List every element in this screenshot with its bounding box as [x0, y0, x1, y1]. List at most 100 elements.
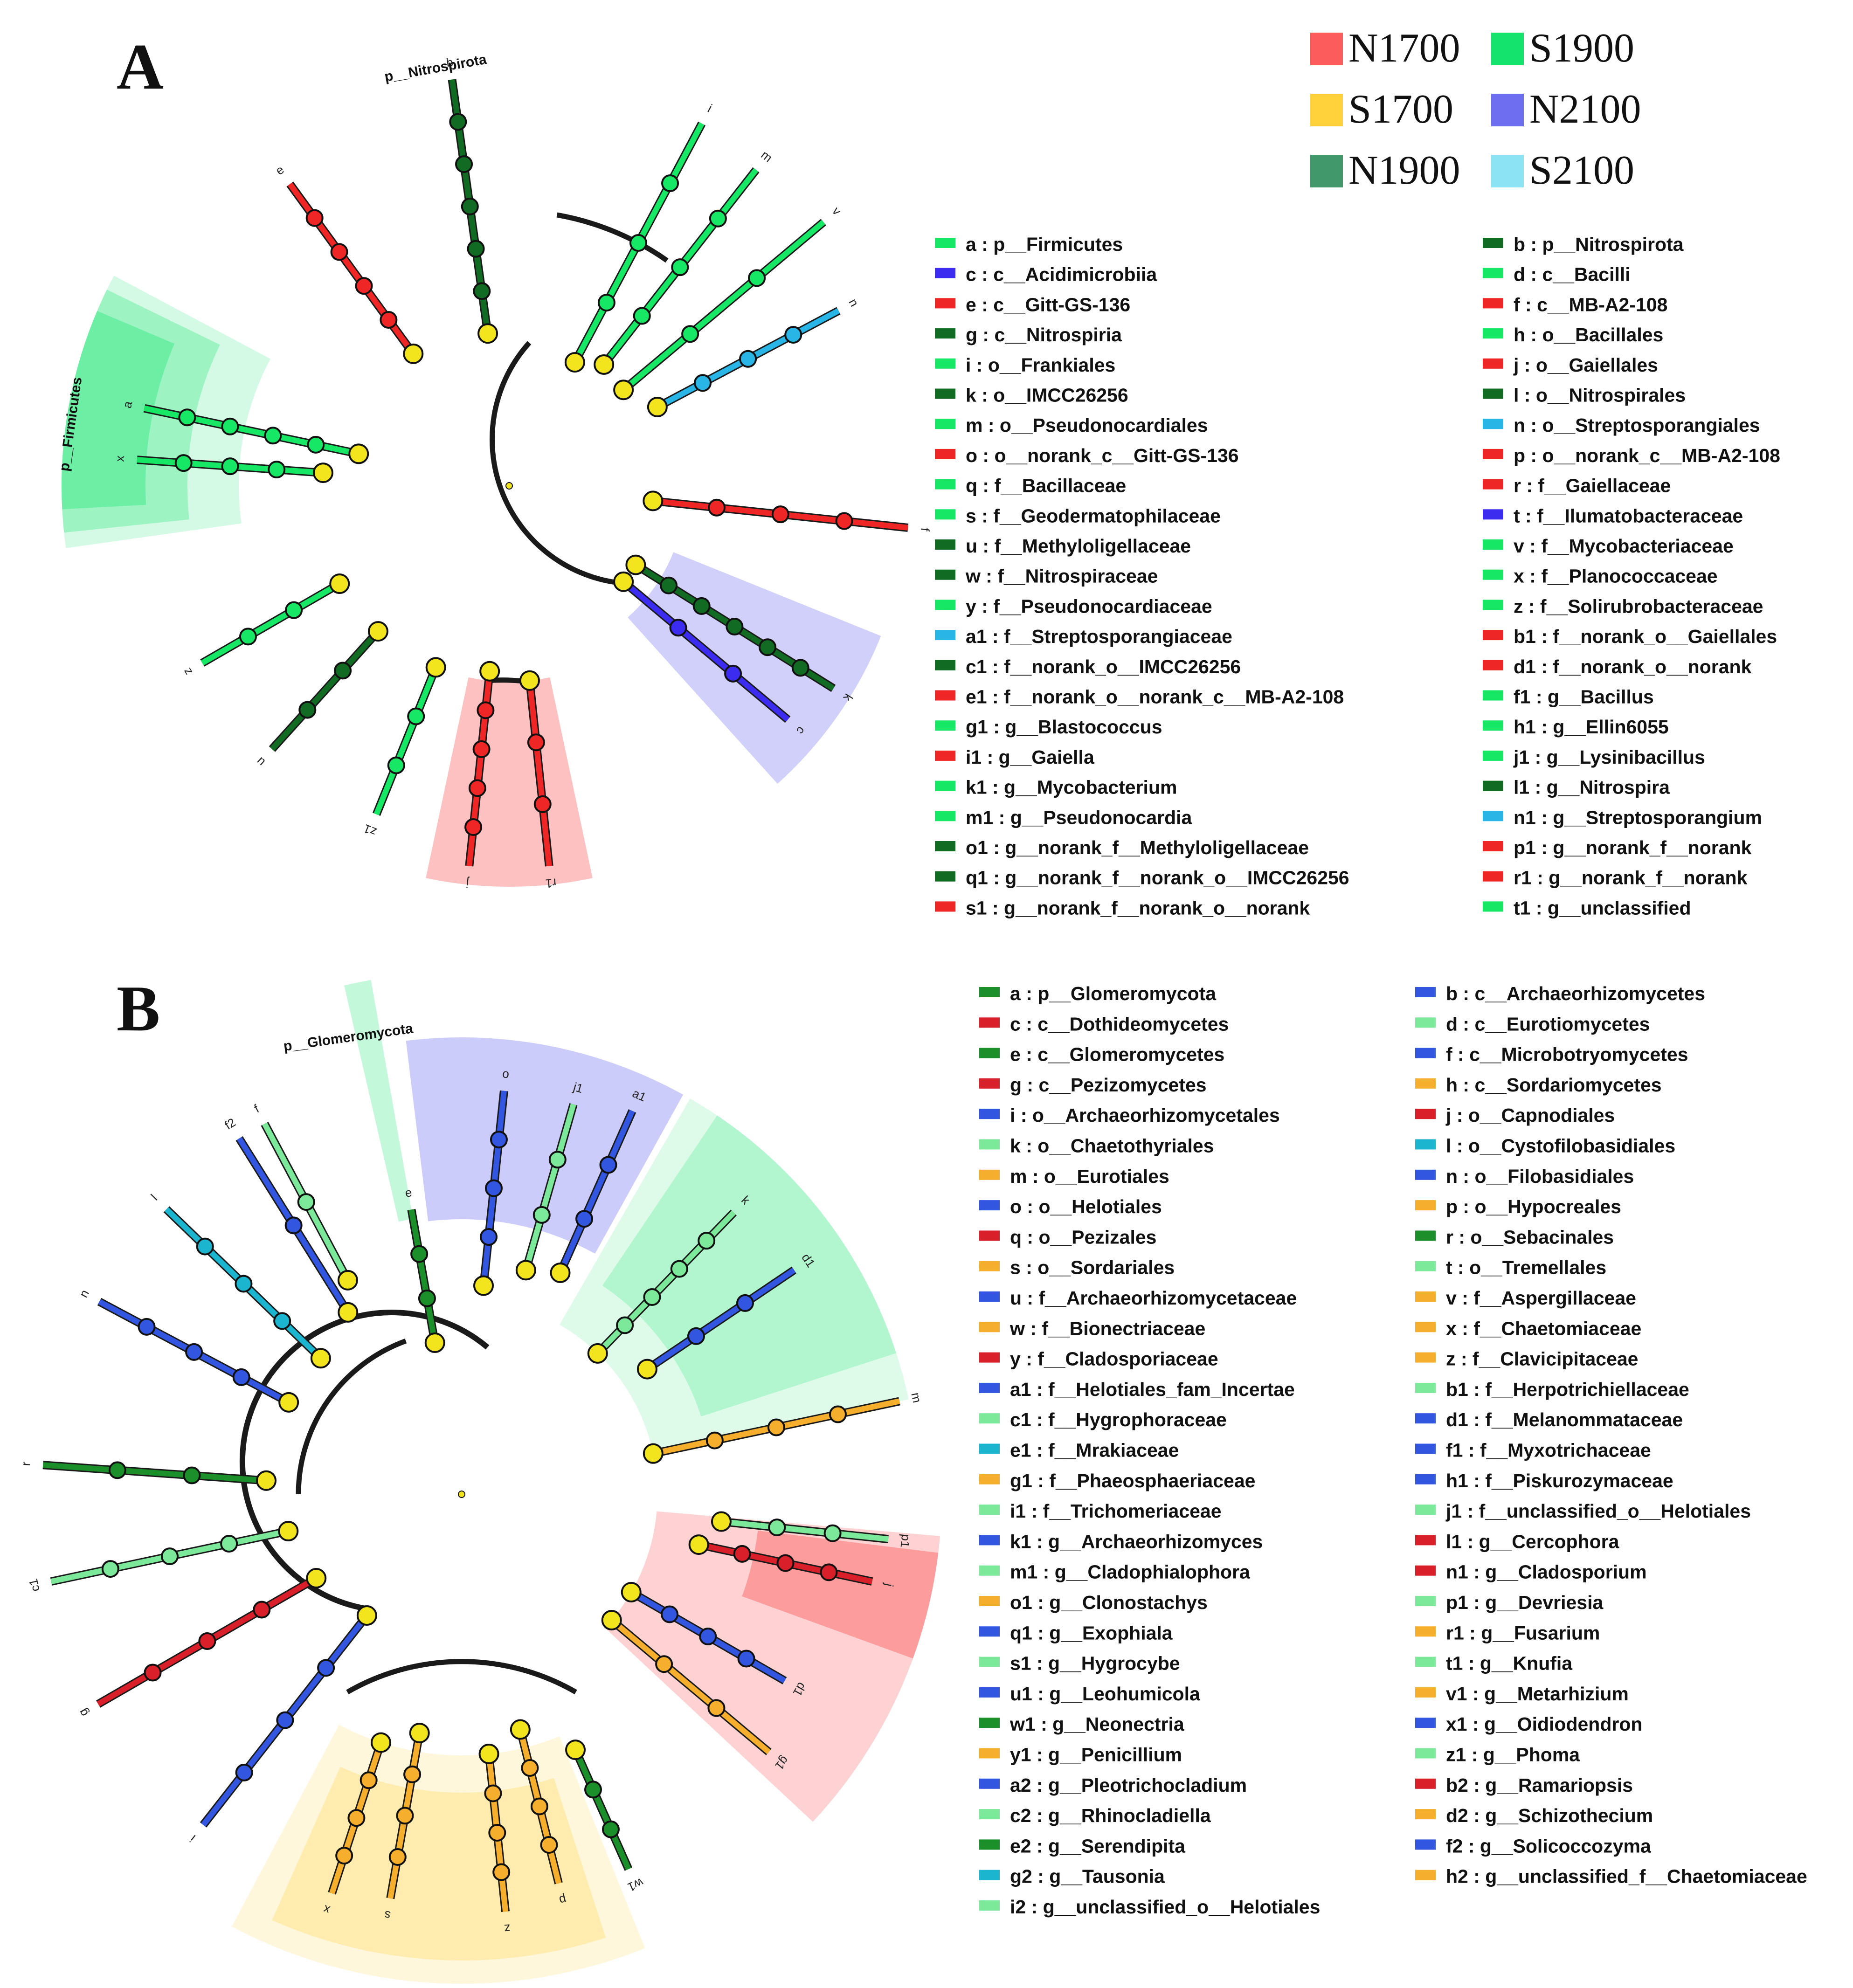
tip-label-a-a: a	[120, 400, 135, 409]
legend-swatch	[1415, 1443, 1436, 1454]
group-label-n1900: N1900	[1348, 148, 1460, 193]
legend-entry: y : f__Pseudonocardiaceae	[966, 595, 1212, 617]
legend-entry: e1 : f__Mrakiaceae	[1010, 1440, 1179, 1461]
legend-swatch	[1483, 388, 1503, 399]
node-b-i-1	[276, 1711, 294, 1729]
tip-label-a-r1: r1	[545, 876, 557, 890]
legend-entry: x : f__Planococcaceae	[1514, 566, 1718, 587]
legend-entry: n : o__Streptosporangiales	[1514, 414, 1760, 436]
legend-swatch	[1483, 660, 1503, 670]
panel-a-letter: A	[117, 31, 164, 103]
node-a-j-1	[472, 740, 491, 758]
tip-label-a-x: x	[112, 455, 127, 462]
tip-label-b-z: z	[504, 1921, 511, 1936]
node-b-n-0	[232, 1368, 250, 1386]
legend-swatch	[1483, 871, 1503, 882]
legend-entry: h : o__Bacillales	[1514, 324, 1663, 345]
legend-swatch	[1483, 539, 1503, 550]
group-label-s2100: S2100	[1529, 148, 1634, 193]
legend-swatch	[979, 1109, 1000, 1119]
legend-entry: s1 : g__Hygrocybe	[1010, 1653, 1180, 1674]
legend-swatch	[1415, 1261, 1436, 1271]
legend-swatch	[1415, 1657, 1436, 1667]
node-b-d1-1	[699, 1628, 717, 1645]
legend-entry: n : o__Filobasidiales	[1446, 1166, 1634, 1187]
legend-entry: t : o__Tremellales	[1446, 1257, 1606, 1278]
legend-entry: s : o__Sordariales	[1010, 1257, 1175, 1278]
legend-swatch	[935, 660, 955, 670]
legend-entry: a2 : g__Pleotrichocladium	[1010, 1774, 1247, 1796]
node-b-x-2	[335, 1847, 353, 1865]
legend-swatch	[935, 811, 955, 821]
legend-entry: r1 : g__norank_f__norank	[1514, 867, 1747, 889]
node-a-u-1	[298, 701, 317, 719]
legend-swatch	[1483, 479, 1503, 490]
legend-entry: u : f__Methyloligellaceae	[966, 535, 1191, 557]
legend-swatch	[1415, 1809, 1436, 1820]
node-b-d1-2	[737, 1650, 755, 1668]
node-b-c1-0	[220, 1535, 238, 1553]
legend-entry: l : o__Nitrospirales	[1514, 385, 1686, 406]
tip-label-b-n: n	[76, 1287, 92, 1300]
node-b-base-20	[278, 1392, 299, 1413]
legend-entry: p : o__Hypocreales	[1446, 1196, 1621, 1217]
node-b-p1-0	[768, 1519, 786, 1537]
clade-shade-c	[628, 552, 881, 784]
node-b-g-0	[253, 1601, 271, 1619]
legend-entry: g2 : g__Tausonia	[1010, 1866, 1165, 1887]
legend-entry: i : o__Frankiales	[966, 354, 1115, 376]
node-a-c-1	[724, 664, 742, 683]
node-a-f-2	[835, 512, 853, 530]
root-node-a	[505, 482, 513, 490]
node-a-base-4	[564, 352, 585, 373]
tip-label-a-b: b	[445, 55, 454, 70]
group-legend: N1700 S1900 S1700 N2100 N1900 S2100	[1310, 26, 1641, 193]
node-a-r1-0	[527, 733, 545, 752]
legend-swatch	[935, 509, 955, 520]
node-a-e-0	[380, 311, 398, 329]
legend-swatch	[1415, 1565, 1436, 1576]
node-b-j1-0	[532, 1206, 551, 1224]
node-a-z-1	[239, 628, 257, 646]
legend-entry: e : c__Gitt-GS-136	[966, 294, 1130, 315]
legend-swatch	[1483, 268, 1503, 278]
legend-swatch	[935, 449, 955, 459]
legend-swatch	[935, 539, 955, 550]
legend-entry: f1 : f__Myxotrichaceae	[1446, 1440, 1651, 1461]
group-label-n2100: N2100	[1529, 87, 1641, 132]
legend-swatch	[979, 1778, 1000, 1789]
node-a-j-0	[477, 701, 495, 719]
legend-entry: u : f__Archaeorhizomycetaceae	[1010, 1287, 1297, 1309]
legend-swatch	[979, 1565, 1000, 1576]
root-node-b	[458, 1491, 465, 1498]
legend-swatch	[979, 1474, 1000, 1484]
legend-swatch	[935, 630, 955, 641]
legend-entry: c : c__Acidimicrobiia	[966, 264, 1157, 285]
legend-swatch	[1415, 1169, 1436, 1180]
clade-shade-d	[62, 290, 220, 533]
node-b-n-2	[138, 1318, 156, 1336]
group-swatch-s1900	[1491, 33, 1524, 65]
legend-swatch	[1415, 1687, 1436, 1698]
legend-entry: k1 : g__Archaeorhizomyces	[1010, 1531, 1263, 1552]
legend-entry: b : c__Archaeorhizomycetes	[1446, 983, 1705, 1004]
group-swatch-s2100	[1491, 155, 1524, 187]
node-a-i-1	[629, 234, 647, 252]
group-label-n1700: N1700	[1348, 26, 1460, 71]
legend-swatch	[1483, 328, 1503, 339]
node-b-base-12	[478, 1743, 499, 1764]
legend-entry: i : o__Archaeorhizomycetales	[1010, 1104, 1280, 1126]
node-a-base-7	[647, 396, 668, 417]
node-b-m-1	[767, 1418, 785, 1436]
node-b-base-22	[337, 1270, 358, 1291]
panel-b-taxon-legend: a : p__Glomeromycota b : c__Archaeorhizom…	[979, 983, 1807, 1918]
legend-swatch	[1483, 630, 1503, 641]
node-a-m-0	[633, 307, 651, 325]
node-a-base-9	[625, 554, 646, 575]
legend-swatch	[1415, 1352, 1436, 1363]
legend-swatch	[979, 1261, 1000, 1271]
legend-entry: i2 : g__unclassified_o__Helotiales	[1010, 1896, 1320, 1918]
node-b-c1-2	[101, 1560, 119, 1578]
legend-swatch	[935, 841, 955, 851]
